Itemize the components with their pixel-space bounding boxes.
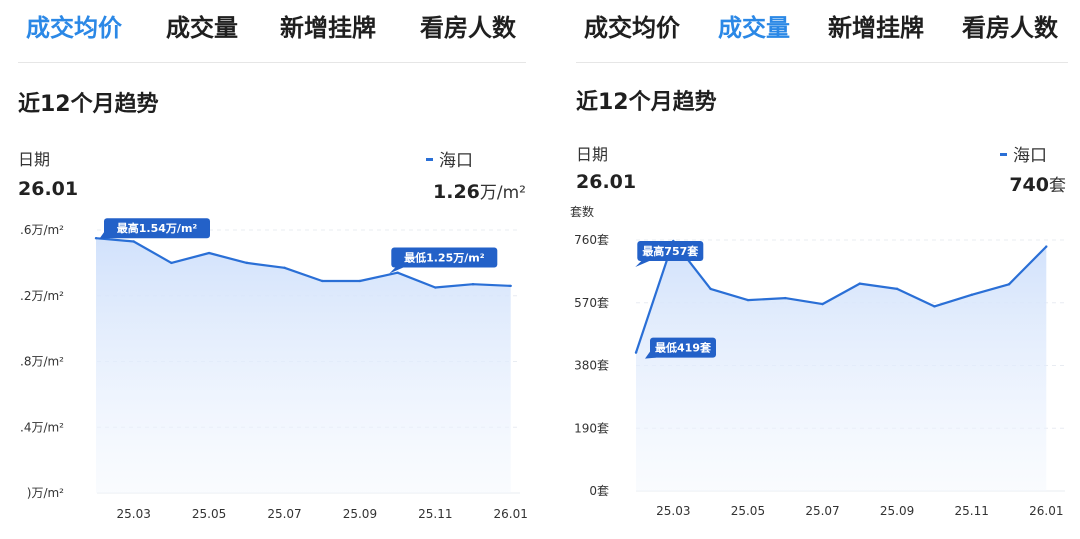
data-point <box>858 282 861 285</box>
data-point <box>1045 245 1048 248</box>
x-tick-label: 25.09 <box>880 504 914 518</box>
min-callout: 最低419套 <box>645 337 716 359</box>
tab-volume[interactable]: 成交量 <box>166 14 238 42</box>
data-point <box>358 279 362 283</box>
section-title: 近12个月趋势 <box>576 90 717 115</box>
current-value: 1.26万/m² <box>433 178 526 203</box>
series-line <box>634 239 1048 353</box>
data-point <box>1007 283 1011 286</box>
x-tick-label: 25.05 <box>192 507 226 521</box>
data-point <box>471 283 475 286</box>
x-tick-label: 26.01 <box>494 507 528 521</box>
data-point <box>634 351 638 354</box>
tab-new-listings[interactable]: 新增挂牌 <box>280 14 376 42</box>
date-value: 26.01 <box>18 178 79 200</box>
callout-label: 最高1.54万/m² <box>117 221 198 235</box>
tab-viewers[interactable]: 看房人数 <box>962 14 1058 42</box>
y-tick-label: 760套 <box>574 233 609 247</box>
data-point <box>132 240 135 243</box>
data-point <box>746 298 750 302</box>
tab-divider <box>18 62 526 63</box>
data-point <box>434 286 437 289</box>
legend-line-icon <box>1000 152 1007 156</box>
x-tick-label: 25.07 <box>805 504 839 518</box>
current-value-number: 740 <box>1009 174 1049 196</box>
tab-average-price[interactable]: 成交均价 <box>26 14 122 42</box>
date-value: 26.01 <box>576 171 637 193</box>
data-point <box>170 261 173 265</box>
current-value-unit: 万/m² <box>479 183 526 203</box>
data-point <box>784 296 787 300</box>
x-tick-label: 25.03 <box>656 504 690 518</box>
callout-label: 最低1.25万/m² <box>404 251 485 265</box>
y-tick-label: .4万/m² <box>20 420 64 434</box>
y-tick-label: .6万/m² <box>20 223 64 237</box>
data-point <box>709 287 712 291</box>
price-panel: 成交均价 成交量 新增挂牌 看房人数 近12个月趋势 日期 26.01 海口 1… <box>18 14 528 521</box>
y-tick-label: 380套 <box>574 359 609 373</box>
series-line <box>95 237 511 289</box>
x-tick-label: 25.11 <box>418 507 452 521</box>
tab-volume[interactable]: 成交量 <box>718 14 790 42</box>
y-tick-label: .2万/m² <box>20 289 64 303</box>
tab-new-listings[interactable]: 新增挂牌 <box>828 14 924 42</box>
x-tick-label: 25.07 <box>267 507 301 521</box>
data-point <box>207 251 211 255</box>
y-tick-label: )万/m² <box>27 486 64 500</box>
data-point <box>94 237 98 240</box>
date-label: 日期 <box>18 150 51 169</box>
data-point <box>970 293 973 297</box>
volume-trend-chart: 0套 190套 380套 570套 760套 套数 25.03 25.05 25.07 25.09… <box>570 204 1065 518</box>
data-point <box>396 271 399 274</box>
date-label: 日期 <box>576 145 609 164</box>
y-tick-label: .8万/m² <box>20 355 64 369</box>
callout-label: 最低419套 <box>655 341 712 355</box>
legend-line-icon <box>426 157 433 161</box>
min-callout: 最低1.25万/m² <box>389 247 498 274</box>
max-callout: 最高1.54万/m² <box>99 218 210 240</box>
callout-label: 最高757套 <box>642 244 699 258</box>
volume-panel: 成交均价 成交量 新增挂牌 看房人数 近12个月趋势 日期 26.01 海口 7… <box>560 0 1080 539</box>
legend: 海口 <box>426 146 473 171</box>
tab-viewers[interactable]: 看房人数 <box>420 14 516 42</box>
y-tick-label: 570套 <box>574 296 609 310</box>
x-tick-label: 25.09 <box>343 507 377 521</box>
data-point <box>509 284 512 288</box>
data-point <box>283 266 286 270</box>
current-value-unit: 套 <box>1049 176 1066 196</box>
price-trend-chart: )万/m² .4万/m² .8万/m² .2万/m² .6万/m² 25.03 25.05 2… <box>20 218 528 521</box>
max-callout: 最高757套 <box>635 240 704 267</box>
data-point <box>821 302 824 306</box>
current-value: 740套 <box>1009 171 1066 196</box>
legend: 海口 <box>1000 141 1047 166</box>
x-tick-label: 26.01 <box>1029 504 1063 518</box>
y-tick-label: 0套 <box>589 484 609 498</box>
current-value-number: 1.26 <box>433 181 480 203</box>
legend-label: 海口 <box>1013 146 1047 166</box>
section-title: 近12个月趋势 <box>18 92 159 117</box>
legend-label: 海口 <box>439 151 473 171</box>
data-point <box>933 305 936 308</box>
y-tick-label: 190套 <box>574 421 609 435</box>
x-tick-label: 25.11 <box>955 504 989 518</box>
tab-average-price[interactable]: 成交均价 <box>584 14 680 42</box>
data-point <box>245 261 248 265</box>
x-tick-label: 25.03 <box>117 507 151 521</box>
area-fill <box>636 241 1047 491</box>
x-tick-label: 25.05 <box>731 504 765 518</box>
data-point <box>895 287 899 291</box>
y-axis-title: 套数 <box>570 204 594 219</box>
area-fill <box>96 238 511 493</box>
tab-divider <box>576 62 1068 63</box>
data-point <box>321 279 324 283</box>
